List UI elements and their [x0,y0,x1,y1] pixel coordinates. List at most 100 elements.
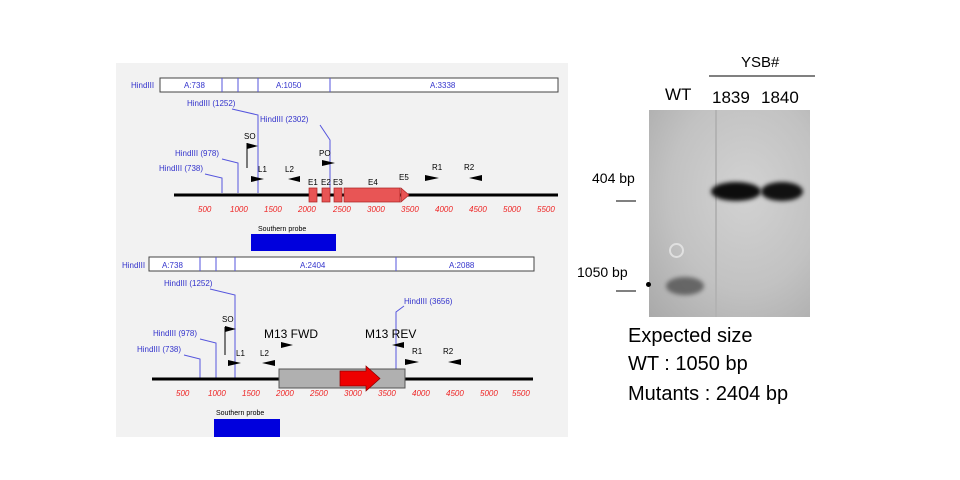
map1-site-2302-line [319,124,331,193]
band-1839 [711,182,761,201]
map1-site-738-line [204,173,223,193]
map2-primer-r1-arrow [405,359,419,365]
map2-tick: 3000 [344,389,362,398]
map2-fragment-bar [148,256,535,272]
map2-m13-rev-arrow [392,342,404,348]
map1-tick: 500 [198,205,212,214]
map1-tick: 5000 [503,205,521,214]
map1-tick: 2000 [297,205,316,214]
lane-label-1840: 1840 [761,88,799,107]
map2-fragment-1: A:738 [162,261,183,270]
gel-lane-edge [715,110,717,317]
map1-exon-e2: E2 [321,178,331,187]
map2-tick: 500 [176,389,190,398]
map1-primer-so: SO [244,132,256,141]
map2-site-738: HindIII (738) [137,345,181,354]
map2-tick: 4000 [412,389,430,398]
lane-label-1839: 1839 [712,88,750,107]
map1-exon-e3: E3 [333,178,343,187]
map2-tick: 1000 [208,389,226,398]
map1-fragment-2: A:1050 [276,81,302,90]
map2-southern-probe [214,419,280,437]
band-1840 [761,182,803,201]
map1-exon-block [400,187,410,203]
map2-primer-l2-arrow [262,360,275,366]
map2-tick: 2000 [275,389,294,398]
map2-tick: 4500 [446,389,464,398]
map2-fragment-2: A:2404 [300,261,326,270]
map1-tick: 1500 [264,205,282,214]
map2-m13-fwd-label: M13 FWD [264,327,318,341]
map1-fragment-1: A:738 [184,81,205,90]
map1-primer-r1: R1 [432,163,443,172]
map1-tick: 3000 [367,205,385,214]
map2-m13-rev-label: M13 REV [365,327,416,341]
map2-primer-so: SO [222,315,234,324]
map1-exon-e1: E1 [308,178,318,187]
map1-fragment-bar [159,77,559,93]
gel-bubble [669,243,684,258]
map2-primer-so-arrow [225,326,236,332]
map2-primer-l1-arrow [228,360,241,366]
map2-primer-r2-arrow [448,359,461,365]
marker-1050-label: 1050 bp [577,264,628,280]
expected-mutants: Mutants : 2404 bp [628,383,789,405]
map1-primer-l2-arrow [288,176,300,182]
map2-site-1252: HindIII (1252) [164,279,213,288]
map1-primer-l1: L1 [258,165,267,174]
map2-primer-l2: L2 [260,349,269,358]
map1-tick: 5500 [537,205,555,214]
gel-image [649,110,810,317]
map1-primer-l1-arrow [251,176,264,182]
marker-404-label: 404 bp [592,170,635,186]
map2-primer-r2: R2 [443,347,454,356]
map1-site-2302: HindIII (2302) [260,115,309,124]
map1-tick: 3500 [401,205,419,214]
map1-exon-block [321,187,331,203]
map1-site-738: HindIII (738) [159,164,203,173]
map1-enzyme-label: HindIII [131,81,154,90]
gel-group-label: YSB# [741,54,780,71]
map1-primer-po-arrow [322,160,335,166]
map1-tick: 4000 [435,205,453,214]
map2-site-1252-line [209,288,236,380]
map2-site-3656-line [395,305,405,380]
map2-m13-fwd-arrow [281,342,293,348]
map1-site-978: HindIII (978) [175,149,219,158]
map1-site-1252-line [231,108,259,193]
map2-tick: 2500 [309,389,328,398]
map2-marker-arrow [339,365,381,392]
map1: HindIII A:738 A:1050 A:3338 HindIII (125… [131,77,559,251]
map1-primer-r2: R2 [464,163,475,172]
map2-site-738-line [183,354,201,380]
map1-primer-r2-arrow [469,175,482,181]
band-wt [666,277,704,295]
map1-exon-e5: E5 [399,173,409,182]
map2-tick: 5000 [480,389,498,398]
map1-exon-block [333,187,343,203]
map2-fragment-3: A:2088 [449,261,475,270]
map1-exon-e4: E4 [368,178,378,187]
map2-site-978: HindIII (978) [153,329,197,338]
map1-probe-label: Southern probe [258,226,306,233]
map1-primer-r1-arrow [425,175,439,181]
lane-label-wt: WT [665,85,692,104]
map1-primer-so-arrow [247,143,258,149]
map1-site-978-line [221,158,239,193]
marker-dot [646,282,651,287]
map2-site-3656: HindIII (3656) [404,297,453,306]
map1-tick: 1000 [230,205,248,214]
map1-site-1252: HindIII (1252) [187,99,236,108]
map1-exon-block [343,187,401,203]
map2-tick: 5500 [512,389,530,398]
map2-primer-l1: L1 [236,349,245,358]
map2-enzyme-label: HindIII [122,261,145,270]
map1-primer-l2: L2 [285,165,294,174]
expected-wt: WT : 1050 bp [628,353,748,375]
map2-tick: 1500 [242,389,260,398]
map2-site-978-line [199,338,217,380]
map2-probe-label: Southern probe [216,410,264,417]
map1-fragment-3: A:3338 [430,81,456,90]
expected-title: Expected size [628,325,753,347]
